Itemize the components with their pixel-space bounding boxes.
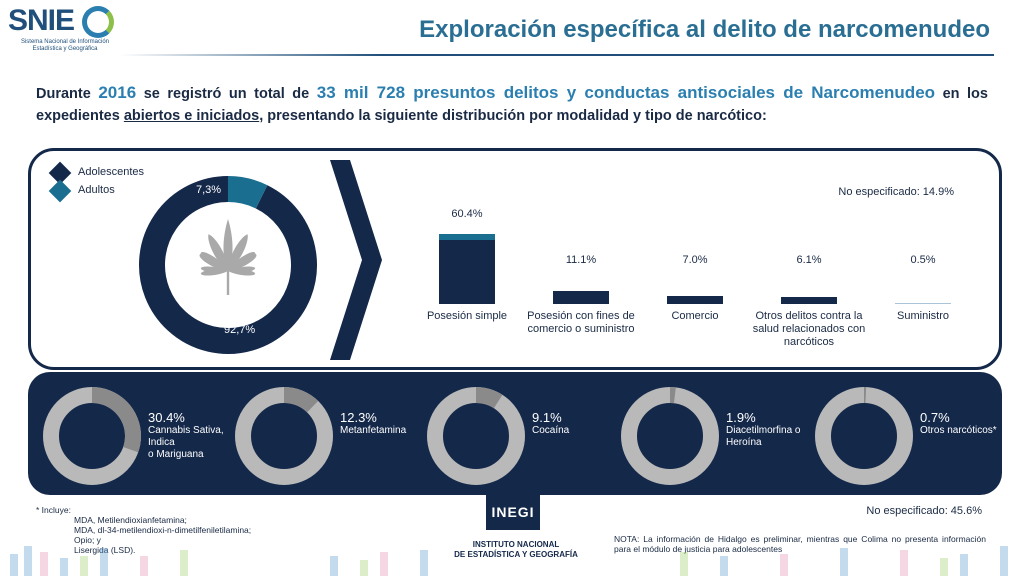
bar-adultos [667,296,723,304]
narcotic-pct: 0.7% [920,410,950,425]
intro-paragraph: Durante 2016 se registró un total de 33 … [36,82,988,127]
narcotic-pct: 9.1% [532,410,562,425]
inegi-name-line1: INSTITUTO NACIONAL [472,540,560,549]
footnote-title: * Incluye: [36,505,71,515]
intro-text-3: en los expedientes [36,86,988,124]
bar-adultos [439,239,495,304]
narcotic-name-line: Otros narcóticos* [920,425,997,436]
narcotic-label: 0.7% Otros narcóticos* [920,410,997,437]
inegi-logo-box: INEGI [486,494,540,530]
intro-text-1: Durante [36,86,99,102]
bar-adolescentes [439,234,495,240]
cannabis-leaf-icon [199,219,257,295]
bar-value-label: 11.1% [565,254,597,266]
narcotic-name-line: Heroína [726,437,762,448]
narcotic-donut-svg [43,387,141,485]
donut-rest [621,387,719,485]
narcotic-donut: 0.7% Otros narcóticos* [814,382,1004,492]
donut-rest [235,387,333,485]
donut-rest [815,387,913,485]
narcotic-pct: 1.9% [726,410,756,425]
donut-slice-value [283,387,319,413]
bar-adultos [553,291,609,304]
inegi-name-line2: DE ESTADÍSTICA Y GEOGRAFÍA [454,550,578,559]
narcotic-name-line: Indica [148,437,175,448]
bar-value-label: 0.5% [910,254,936,266]
narcotic-donut: 9.1% Cocaína [426,382,616,492]
note-hidalgo-colima: NOTA: La información de Hidalgo es preli… [614,534,986,554]
title-divider [120,54,994,56]
intro-year: 2016 [98,83,137,102]
bar-category-label: Suministro [897,310,949,322]
modalidad-bar-chart: 60.4% Posesión simple 11.1% Posesión con fi… [400,170,990,360]
bar-adultos [895,303,951,305]
narcotic-name-line: o Mariguana [148,449,204,460]
narcotic-donut: 1.9% Diacetilmorfina o Heroína [620,382,810,492]
donut-label-adultos: 92,7% [224,324,256,336]
chart-legend: Adolescentes Adultos [48,161,145,203]
narcotic-name-line: Diacetilmorfina o [726,425,801,436]
narcotic-label: 30.4% Cannabis Sativa, Indica o Mariguana [148,410,224,461]
bar-category-label: Comercio [671,310,719,322]
narcotic-label: 9.1% Cocaína [532,410,569,437]
bar-category-label: Posesión con fines de comercio o suminis… [527,310,635,335]
main-donut-chart [139,176,317,354]
donut-slice-adultos [139,176,317,354]
intro-text-2: se registró un total de [136,86,317,102]
narcotic-donut: 30.4% Cannabis Sativa, Indica o Mariguana [42,382,232,492]
logo-subtitle: Sistema Nacional de Información Estadíst… [20,39,110,52]
donut-slice-value [91,387,141,453]
intro-underlined: abiertos e iniciados [123,108,260,124]
no-especificado-modalidad: No especificado: 14.9% [838,186,954,198]
narcotic-label: 12.3% Metanfetamina [340,410,406,437]
no-especificado-narcotico: No especificado: 45.6% [866,505,982,517]
narcotic-name-line: Metanfetamina [340,425,407,436]
legend-item-adultos: Adultos [48,179,144,203]
narcotic-donut-svg [815,387,913,485]
narcotic-donut-svg [235,387,333,485]
bar-value-label: 60.4% [451,208,483,220]
bar-adultos [781,297,837,304]
footnote: * Incluye: MDA, Metilendioxianfetamina; … [36,505,251,555]
legend-label: Adultos [78,184,115,196]
legend-label: Adolescentes [78,166,145,178]
bar-category-label: Posesión simple [426,310,508,322]
page-title: Exploración específica al delito de narc… [419,16,990,43]
narcotic-name-line: Cocaína [532,425,570,436]
footnote-line: Lisergida (LSD). [74,545,136,555]
narcotic-donut-svg [621,387,719,485]
donut-slice-adolescentes [227,176,268,209]
footnote-line: Opio; y [74,535,101,545]
intro-text-4: , presentando la siguiente distribución … [259,108,767,124]
legend-diamond-icon [48,179,72,203]
footnote-line: MDA, Metilendioxianfetamina; [74,515,187,525]
bar-value-label: 7.0% [682,254,708,266]
narcotic-pct: 12.3% [340,410,377,425]
intro-total: 33 mil 728 presuntos delitos y conductas… [316,83,936,102]
footnote-line: MDA, dl-34-metilendioxi-n-dimetilfenilet… [74,525,252,535]
legend-item-adolescentes: Adolescentes [48,161,145,185]
inegi-logo: INEGI INSTITUTO NACIONAL DE ESTADÍSTICA … [446,494,586,564]
narcotic-name-line: Cannabis Sativa, [148,425,224,436]
snieg-logo: SNIE Sistema Nacional de Información Est… [8,4,118,54]
narcotic-label: 1.9% Diacetilmorfina o Heroína [726,410,800,449]
logo-wordmark: SNIE [8,4,75,37]
bar-value-label: 6.1% [796,254,822,266]
narcotic-donut: 12.3% Metanfetamina [234,382,424,492]
narcotic-pct: 30.4% [148,410,185,425]
chevron-right-icon [330,160,382,360]
bar-category-label: Otros delitos contra la salud relacionad… [752,310,866,348]
donut-label-adolescentes: 7,3% [196,184,222,196]
narcotic-donut-svg [427,387,525,485]
donut-slice-value [475,387,503,409]
donut-rest [427,387,525,485]
logo-ring-icon [82,6,114,38]
